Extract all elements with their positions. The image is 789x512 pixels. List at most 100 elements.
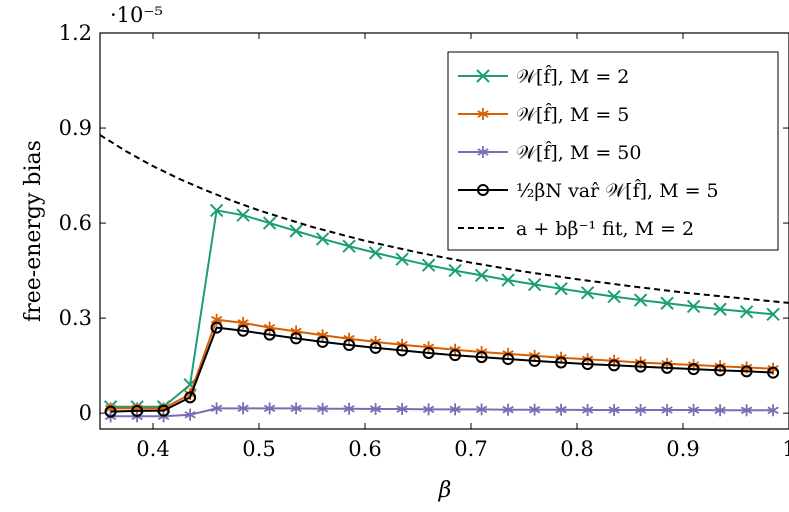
x-tick-label: 0.8 — [560, 437, 593, 461]
legend-item: 𝒲[f̂], M = 2 — [458, 65, 629, 88]
circle-marker — [634, 360, 647, 373]
circle-marker — [477, 184, 489, 196]
x-marker — [315, 232, 330, 246]
series-4 — [100, 134, 789, 304]
star-marker — [237, 402, 249, 415]
star-marker — [555, 403, 567, 416]
x-marker — [262, 216, 277, 230]
legend-item: ½βN var̂ 𝒲[f̂], M = 5 — [458, 179, 719, 202]
star-marker — [714, 404, 726, 417]
star-marker — [422, 403, 435, 416]
x-tick-label: 0.5 — [242, 437, 275, 461]
star-marker — [396, 403, 408, 416]
plot-frame — [99, 32, 789, 430]
star-marker — [210, 402, 223, 415]
circle-marker — [740, 365, 753, 378]
x-axis-label: β — [438, 478, 452, 503]
x-marker — [395, 252, 409, 266]
circle-marker — [714, 364, 727, 377]
circle-marker — [422, 346, 435, 359]
star-marker — [661, 403, 673, 416]
x-tick-label: 0.6 — [348, 437, 381, 461]
series-line — [110, 407, 774, 418]
series-2 — [104, 402, 779, 423]
circle-marker — [131, 404, 144, 417]
circle-marker — [210, 321, 223, 334]
x-marker — [660, 296, 674, 310]
series-0 — [103, 203, 780, 414]
y-tick-label: 0.6 — [59, 211, 92, 235]
star-marker — [316, 402, 329, 415]
x-marker — [686, 299, 701, 314]
circle-marker — [528, 354, 541, 367]
y-tick-label: 0 — [79, 401, 92, 425]
y-tick-label: 0.9 — [59, 116, 92, 140]
x-marker — [766, 307, 780, 322]
star-marker — [263, 321, 276, 334]
legend-item: 𝒲[f̂], M = 50 — [458, 141, 641, 164]
star-marker — [528, 403, 541, 416]
x-marker — [476, 69, 490, 83]
x-marker — [448, 263, 462, 278]
circle-marker — [184, 391, 197, 404]
x-tick-label: 0.9 — [666, 437, 699, 461]
star-marker — [608, 403, 620, 416]
circle-marker — [290, 332, 303, 345]
star-marker — [369, 403, 382, 416]
star-marker — [767, 362, 779, 375]
star-marker — [687, 403, 700, 416]
series-line — [110, 318, 774, 410]
circle-marker — [157, 404, 170, 417]
x-marker — [368, 246, 383, 260]
star-marker — [634, 403, 647, 416]
circle-marker — [343, 339, 356, 352]
star-marker — [475, 403, 488, 416]
x-tick-label: 0.4 — [136, 437, 169, 461]
circle-marker — [263, 328, 276, 341]
legend-item: a + bβ⁻¹ fit, M = 2 — [458, 218, 694, 240]
x-marker — [209, 203, 224, 218]
series-1 — [104, 313, 779, 415]
star-marker — [343, 402, 355, 415]
x-marker — [289, 224, 303, 238]
x-marker — [527, 277, 542, 292]
legend-label: 𝒲[f̂], M = 5 — [516, 103, 629, 126]
circle-marker — [608, 359, 621, 372]
circle-marker — [104, 405, 117, 418]
star-marker — [477, 108, 489, 120]
circle-marker — [237, 324, 250, 337]
series-group — [100, 134, 789, 423]
star-marker — [210, 313, 223, 326]
star-marker — [290, 325, 302, 338]
legend-item: 𝒲[f̂], M = 5 — [458, 103, 629, 126]
x-marker — [501, 273, 515, 287]
x-tick-label: 1 — [782, 437, 789, 461]
legend: 𝒲[f̂], M = 2 𝒲[f̂], M = 5 𝒲[f̂], M = 50 ½βN… — [447, 51, 779, 251]
circle-marker — [475, 351, 488, 364]
star-marker — [502, 403, 514, 416]
x-marker — [739, 305, 754, 319]
star-marker — [290, 402, 302, 415]
x-marker — [633, 293, 648, 307]
series-3 — [104, 321, 780, 418]
circle-marker — [396, 344, 409, 357]
circle-marker — [767, 366, 780, 379]
legend-label: 𝒲[f̂], M = 50 — [516, 141, 641, 164]
x-marker — [713, 302, 727, 316]
x-tick-label: 0.7 — [454, 437, 487, 461]
star-marker — [767, 404, 779, 417]
x-marker — [580, 286, 595, 300]
star-marker — [184, 408, 196, 421]
circle-marker — [316, 335, 329, 348]
legend-label: ½βN var̂ 𝒲[f̂], M = 5 — [516, 179, 719, 202]
y-axis-label: free-energy bias — [21, 140, 46, 322]
circle-marker — [661, 361, 674, 374]
star-marker — [477, 146, 489, 158]
star-marker — [581, 403, 594, 416]
star-marker — [740, 404, 753, 417]
circle-marker — [449, 349, 462, 362]
circle-marker — [581, 358, 594, 371]
x-marker — [236, 208, 250, 222]
star-marker — [237, 316, 249, 329]
